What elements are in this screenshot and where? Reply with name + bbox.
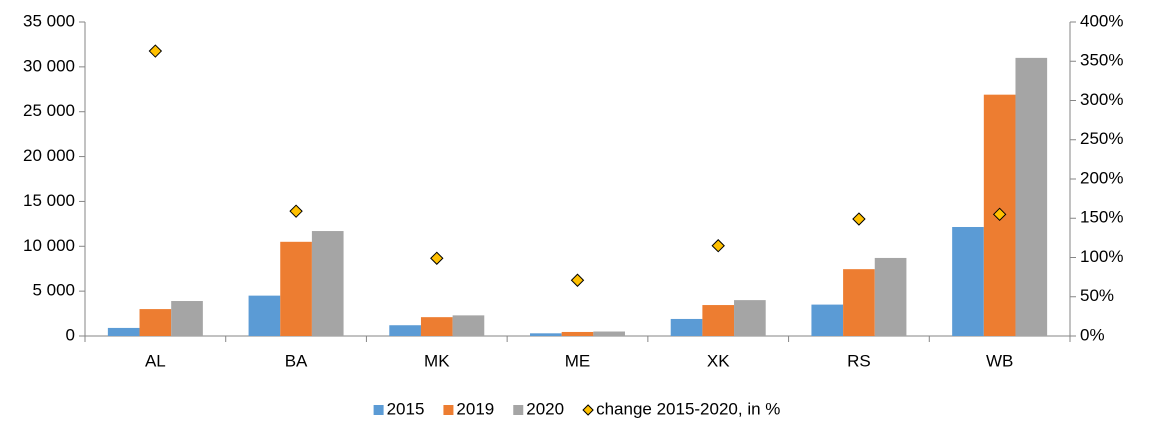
y2-tick-label: 50% — [1080, 286, 1114, 305]
y2-tick-label: 350% — [1080, 51, 1123, 70]
x-tick-label: WB — [986, 351, 1013, 370]
bar — [811, 304, 844, 336]
bar — [561, 331, 594, 336]
y-tick-label: 10 000 — [23, 236, 75, 255]
bar — [420, 317, 453, 336]
bar — [1015, 57, 1048, 337]
legend-label: 2019 — [456, 399, 494, 418]
bar — [248, 295, 281, 336]
marker — [570, 273, 585, 287]
y2-tick-label: 0% — [1080, 325, 1105, 344]
legend-label: 2020 — [526, 399, 564, 418]
y2-tick-label: 200% — [1080, 168, 1123, 187]
bar — [952, 226, 984, 336]
bar — [530, 333, 562, 336]
bar — [280, 241, 312, 336]
y-tick-label: 35 000 — [23, 11, 75, 30]
bar — [734, 300, 766, 336]
bar — [843, 269, 875, 336]
bar — [139, 309, 172, 336]
y-tick-label: 30 000 — [23, 56, 75, 75]
y-tick-label: 0 — [66, 325, 75, 344]
legend-label: change 2015-2020, in % — [596, 399, 780, 418]
marker — [148, 44, 163, 58]
x-tick-label: RS — [847, 351, 871, 370]
legend-swatch — [513, 405, 524, 415]
marker — [711, 239, 725, 253]
y-tick-label: 25 000 — [23, 101, 75, 120]
legend-marker — [582, 404, 594, 416]
legend-label: 2015 — [387, 399, 425, 418]
bar — [389, 325, 421, 336]
bar — [107, 327, 140, 336]
y-tick-label: 15 000 — [23, 191, 75, 210]
y2-tick-label: 250% — [1080, 129, 1123, 148]
x-tick-label: BA — [285, 351, 308, 370]
legend-swatch — [373, 405, 384, 415]
y2-tick-label: 300% — [1080, 90, 1123, 109]
y-tick-label: 20 000 — [23, 146, 75, 165]
y2-tick-label: 150% — [1080, 208, 1123, 227]
marker — [430, 251, 444, 265]
x-tick-label: MK — [424, 351, 450, 370]
y-tick-label: 5 000 — [32, 281, 75, 300]
bar — [702, 305, 735, 336]
bar — [171, 301, 203, 336]
x-tick-label: ME — [565, 351, 591, 370]
x-tick-label: XK — [707, 351, 730, 370]
bar — [452, 315, 485, 336]
bar — [670, 318, 703, 336]
marker — [992, 207, 1007, 222]
y2-tick-label: 400% — [1080, 11, 1123, 30]
bar — [593, 331, 625, 336]
marker — [289, 204, 303, 218]
x-tick-label: AL — [145, 351, 166, 370]
bar — [311, 231, 344, 336]
bar — [874, 257, 907, 336]
y2-tick-label: 100% — [1080, 247, 1123, 266]
marker — [852, 212, 866, 226]
legend-swatch — [443, 405, 454, 415]
